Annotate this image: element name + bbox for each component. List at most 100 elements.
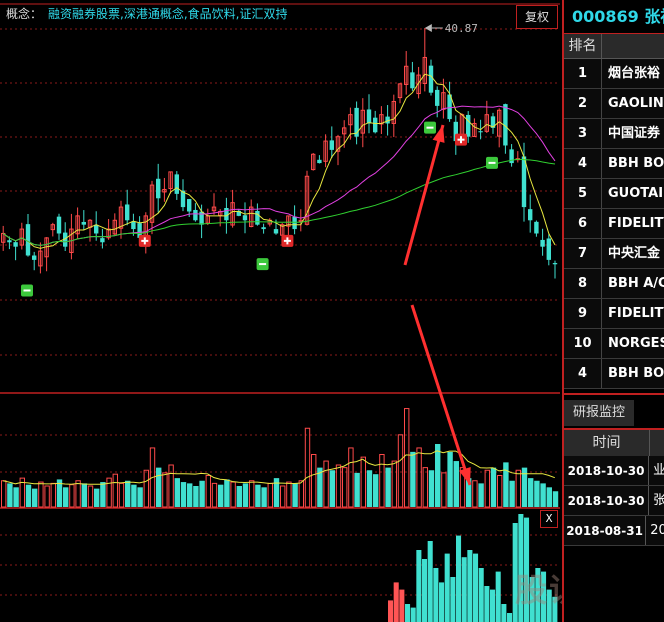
candle-body: [435, 89, 440, 106]
candle-body: [156, 178, 161, 199]
holder-row[interactable]: 2 GAOLING: [564, 89, 664, 119]
concept-label: 概念：: [6, 7, 43, 21]
holder-row[interactable]: 1 烟台张裕: [564, 59, 664, 89]
holder-row[interactable]: 8 BBH A/C: [564, 269, 664, 299]
annotation-arrowhead-icon: [432, 125, 445, 143]
holder-name: FIDELITY: [608, 306, 664, 321]
volume-bar: [416, 447, 422, 508]
indicator-bar: [524, 517, 530, 622]
candle-body: [453, 121, 458, 142]
holder-row[interactable]: 5 GUOTAI J: [564, 179, 664, 209]
candle-body: [19, 228, 25, 246]
candle-body: [292, 216, 297, 230]
holder-name: BBH BOS: [608, 156, 664, 171]
candle-body: [118, 206, 124, 229]
holder-rank: 9: [564, 299, 602, 328]
report-title: 张: [653, 493, 664, 508]
peak-arrow-icon: [424, 24, 432, 32]
candle-body: [236, 210, 241, 216]
volume-bar: [329, 470, 335, 507]
volume-bar: [391, 460, 398, 508]
holder-rank: 6: [564, 209, 602, 238]
volume-bar: [32, 488, 38, 507]
holder-row[interactable]: 7 中央汇金: [564, 239, 664, 269]
volume-bar: [1, 480, 7, 508]
fuquan-button[interactable]: 复权: [516, 5, 558, 29]
indicator-bar: [410, 607, 416, 622]
indicator-bar: [473, 553, 479, 622]
holder-row[interactable]: 6 FIDELITY: [564, 209, 664, 239]
volume-bar: [242, 483, 249, 507]
candle-body: [286, 215, 291, 227]
volume-bar: [118, 482, 125, 508]
volume-bar: [63, 487, 69, 507]
candle-body: [261, 227, 266, 230]
tab-research-monitor[interactable]: 研报监控: [564, 400, 634, 426]
volume-bar: [410, 451, 416, 507]
volume-bar: [44, 485, 50, 508]
indicator-bar: [507, 613, 513, 622]
report-date: 2018-10-30: [564, 486, 650, 515]
report-row[interactable]: 2018-08-31 20: [564, 516, 664, 546]
volume-bar: [87, 485, 94, 508]
candle-body: [304, 175, 310, 225]
kline-chart[interactable]: 40.87: [0, 0, 560, 622]
volume-bar: [19, 477, 26, 508]
candle-body: [162, 188, 167, 193]
report-row[interactable]: 2018-10-30 张: [564, 486, 664, 516]
report-row[interactable]: 2018-10-30 业: [564, 456, 664, 486]
candle-body: [242, 215, 248, 221]
indicator-bar: [456, 535, 462, 622]
candle-body: [552, 263, 558, 265]
volume-bar: [484, 469, 491, 508]
ma-long-line: [2, 158, 556, 246]
candle-body: [366, 109, 372, 124]
holder-rank: 7: [564, 239, 602, 268]
volume-bar: [280, 485, 286, 508]
divider: [564, 393, 664, 395]
indicator-bar: [552, 596, 558, 622]
volume-bar: [249, 480, 255, 508]
holder-name: GUOTAI J: [608, 186, 664, 201]
annotation-arrowhead-icon: [458, 467, 471, 485]
candle-body: [224, 208, 229, 221]
close-indicator-button[interactable]: X: [540, 510, 558, 528]
volume-bar: [323, 460, 329, 508]
volume-bar: [490, 467, 497, 507]
indicator-bar: [546, 589, 552, 622]
holder-name: BBH A/C: [608, 276, 664, 291]
volume-bar: [56, 479, 63, 507]
holder-name: 中国证券: [608, 126, 661, 141]
indicator-bar: [518, 514, 524, 622]
holder-row[interactable]: 4 BBH BOS: [564, 359, 664, 389]
candle-body: [180, 190, 186, 208]
volume-bar: [187, 483, 193, 507]
candle-body: [311, 153, 316, 171]
volume-bar: [404, 408, 410, 508]
volume-bar: [503, 462, 509, 507]
volume-bar: [528, 478, 534, 507]
holder-row[interactable]: 10 NORGES: [564, 329, 664, 359]
concept-value[interactable]: 融资融券股票,深港通概念,食品饮料,证汇双持: [48, 7, 288, 21]
holders-table: 1 烟台张裕 2 GAOLING 3 中国证券 4 BBH BOS 5 GUOTAI J 6 FIDE…: [564, 59, 664, 389]
volume-bar: [311, 454, 317, 508]
holder-row[interactable]: 3 中国证券: [564, 119, 664, 149]
reports-header: 时间: [564, 430, 664, 456]
volume-bar: [478, 483, 484, 507]
candle-body: [255, 210, 260, 225]
candle-body: [373, 117, 378, 133]
volume-bar: [447, 451, 453, 507]
holder-row[interactable]: 4 BBH BOS: [564, 149, 664, 179]
indicator-bar: [535, 568, 541, 622]
holder-rank: 10: [564, 329, 602, 358]
holder-name: GAOLING: [608, 96, 664, 111]
candle-body: [199, 211, 204, 225]
volume-bar: [236, 486, 242, 507]
volume-bar: [125, 480, 131, 507]
volume-bar: [168, 464, 174, 508]
holder-name: 烟台张裕: [608, 66, 661, 81]
volume-bar: [230, 481, 236, 508]
indicator-bar: [478, 568, 484, 622]
holder-row[interactable]: 9 FIDELITY: [564, 299, 664, 329]
peak-price-label: 40.87: [445, 22, 478, 35]
